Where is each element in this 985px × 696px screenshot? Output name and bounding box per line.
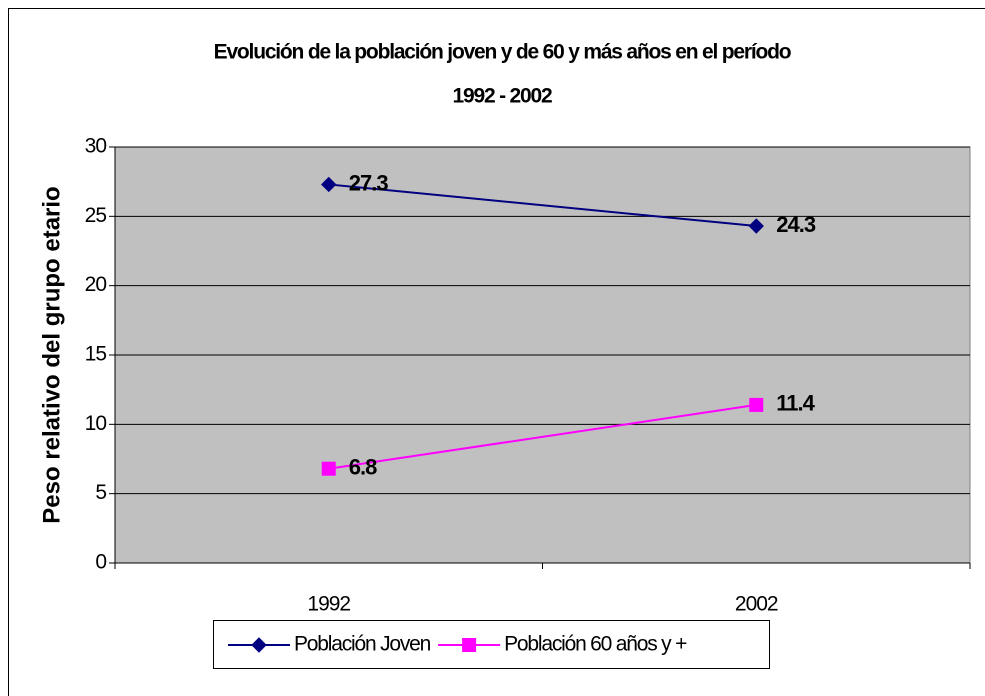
legend-marker — [462, 638, 477, 652]
y-tick-label: 25 — [85, 204, 107, 227]
x-tick-label: 1992 — [307, 593, 350, 616]
x-tick-label: 2002 — [735, 593, 778, 616]
legend-marker — [251, 637, 267, 653]
data-label: 11.4 — [776, 391, 815, 416]
y-tick-label: 30 — [85, 135, 107, 158]
y-tick-label: 0 — [95, 551, 106, 574]
data-point — [749, 397, 764, 412]
series-line — [328, 183, 757, 228]
legend-label: Población 60 años y + — [504, 633, 687, 656]
chart-title: Evolución de la población joven y de 60 … — [214, 41, 791, 64]
y-tick-label: 20 — [85, 273, 107, 296]
y-tick-label: 5 — [95, 481, 106, 504]
legend-label: Población Joven — [294, 633, 431, 656]
data-point — [321, 176, 337, 193]
data-label: 24.3 — [776, 212, 816, 237]
y-axis-label: Peso relativo del grupo etario — [38, 186, 65, 523]
data-label: 27.3 — [349, 170, 389, 195]
y-tick-label: 15 — [85, 343, 107, 366]
data-point — [748, 218, 764, 234]
y-tick-label: 10 — [85, 412, 107, 435]
data-point — [321, 461, 336, 476]
data-label: 6.8 — [349, 455, 377, 480]
chart-title: 1992 - 2002 — [453, 85, 552, 108]
series-line — [328, 403, 757, 470]
